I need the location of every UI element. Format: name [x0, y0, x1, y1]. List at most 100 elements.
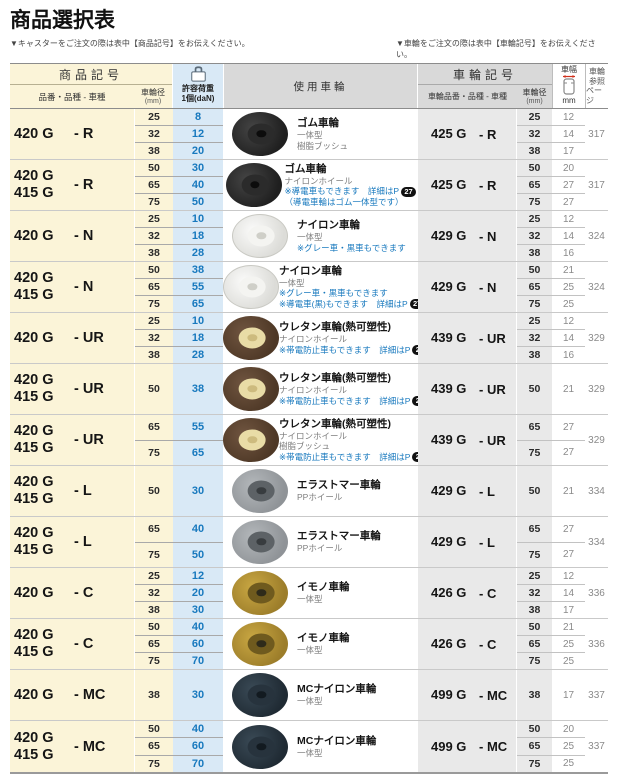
wheel-spec-line: 一体型 [297, 645, 323, 656]
reference-page: 324 [585, 262, 608, 312]
wheel-diameter-right-value: 25 [517, 109, 552, 126]
wheel-width-value: 27 [562, 196, 575, 208]
wheel-spec-line: ナイロンホイール [279, 334, 348, 344]
product-code: 420 G [14, 329, 54, 346]
wheel-width-value: 25 [552, 738, 585, 756]
wheel-description: MCナイロン車輪 一体型 [297, 683, 418, 707]
wheel-spec-line: 樹脂ブッシュ [297, 140, 349, 151]
table-body: 420 G- R 25 32 38 8 12 20 ゴム車輪 一体型 樹脂ブッシュ 425 G- R… [10, 109, 608, 774]
product-code: 415 G [14, 440, 54, 456]
reference-page: 337 [585, 721, 608, 772]
wheel-description: イモノ車輪 一体型 [297, 581, 418, 605]
wheel-diameter-value: 75 [148, 548, 160, 561]
table-header: 商品記号 品番・品種 - 車種 車輪径 (mm) 許容荷重 1個(daN) 使用… [10, 63, 608, 109]
product-code: 415 G [14, 491, 54, 507]
product-code-suffix: - N [74, 279, 94, 295]
load-capacity-value: 65 [191, 446, 205, 459]
wheel-note-line: ※導電車もできます 詳細はP 27 [285, 186, 416, 197]
wheel-code: 439 G [431, 381, 467, 396]
wheel-diameter-value: 32 [135, 228, 173, 245]
product-code-suffix: - MC [74, 738, 106, 755]
wheel-diameter-right-value: 65 [517, 415, 552, 441]
wheel-width-value: 14 [552, 585, 585, 602]
wheel-diameter-right-value: 38 [528, 145, 541, 157]
wheel-width-value: 12 [552, 313, 585, 330]
wheel-photo [223, 367, 279, 411]
wheel-diameter-right-value: 75 [528, 757, 541, 770]
wheel-note-line: （導電車輪はゴム一体型です） [285, 197, 416, 208]
wheel-diameter-right-value: 38 [528, 247, 541, 259]
wheel-diameter-right-value: 32 [517, 330, 552, 347]
wheel-spec-line: 樹脂ブッシュ [279, 441, 331, 452]
wheel-code-suffix: - C [479, 636, 497, 652]
load-capacity-value: 12 [173, 126, 223, 143]
load-capacity-value: 28 [191, 247, 205, 259]
wheel-axle [247, 283, 257, 291]
wheel-diameter-right-value: 25 [517, 211, 552, 228]
load-capacity-value: 30 [191, 689, 205, 701]
wheel-note-text: （導電車輪はゴム一体型です） [284, 196, 404, 207]
wheel-code-suffix: - R [479, 177, 497, 193]
order-note-caster: ▼キャスターをご注文の際は表中【商品記号】をお伝えください。 [10, 39, 250, 48]
wheel-spec-line: 一体型 [297, 696, 323, 707]
wheel-diameter-value: 50 [135, 262, 173, 279]
header-use-wheel: 使用車輪 [223, 64, 418, 108]
wheel-axle [256, 691, 266, 699]
wheel-width-value: 14 [552, 228, 585, 245]
wheel-name: ゴム車輪 [284, 162, 327, 175]
header-wheel-diameter-label: 車輪径 [141, 87, 165, 97]
wheel-name: MCナイロン車輪 [297, 683, 377, 696]
wheel-photo [232, 469, 288, 513]
product-code-suffix: - R [74, 126, 94, 142]
header-wheel-code: 車輪記号 [418, 64, 552, 85]
wheel-diameter-right-value: 50 [528, 485, 541, 497]
wheel-width-value: 25 [552, 279, 585, 296]
wheel-width-value: 25 [562, 655, 575, 667]
wheel-width-value: 12 [552, 109, 585, 126]
wheel-width-icon [563, 75, 575, 95]
wheel-code: 426 G [431, 585, 467, 600]
wheel-spec-line: 一体型 [297, 747, 323, 758]
wheel-code-suffix: - L [479, 483, 495, 499]
wheel-diameter-value: 75 [148, 196, 160, 208]
header-product-code-group: 商品記号 品番・品種 - 車種 車輪径 (mm) [10, 64, 173, 108]
table-row: 420 G 415 G - L 65 75 40 50 エラストマー車輪 PPホイール 429 G… [10, 517, 608, 568]
wheel-code-suffix: - L [479, 534, 495, 550]
wheel-photo [232, 622, 288, 666]
wheel-name: エラストマー車輪 [297, 479, 381, 492]
wheel-width-value: 27 [562, 549, 575, 561]
wheel-photo [232, 724, 288, 769]
wheel-code-suffix: - C [479, 585, 497, 601]
reference-page: 336 [585, 619, 608, 669]
header-product-sub: 品番・品種 - 車種 [38, 91, 106, 102]
wheel-diameter-right-value: 38 [528, 349, 541, 361]
wheel-axle [247, 334, 257, 342]
wheel-width-value: 16 [562, 349, 575, 361]
wheel-description: ゴム車輪 一体型 樹脂ブッシュ [297, 117, 418, 151]
wheel-description: ゴム車輪 ナイロンホイール ※導電車もできます 詳細はP 27 （導電車輪はゴム一体型で… [285, 163, 418, 208]
wheel-width-value: 17 [562, 145, 575, 157]
wheel-name: ウレタン車輪(熱可塑性) [279, 321, 391, 333]
table-row: 420 G 415 G- UR 65 75 55 65 ウレタン車輪(熱可塑性) ナイロンホイ… [10, 415, 608, 466]
table-row: 420 G- N 25 32 38 10 18 28 ナイロン車輪 一体型 ※グレー車・黒車もでき… [10, 211, 608, 262]
reference-page: 317 [585, 109, 608, 159]
wheel-diameter-value: 65 [135, 415, 173, 441]
wheel-photo [232, 673, 288, 717]
wheel-diameter-value: 32 [135, 126, 173, 143]
load-capacity-value: 30 [191, 485, 205, 497]
load-capacity-value: 30 [191, 604, 205, 616]
wheel-note-text: ※帯電防止車もできます 詳細はP [279, 451, 411, 462]
wheel-code-suffix: - MC [479, 687, 508, 703]
wheel-diameter-right-value: 65 [517, 177, 552, 194]
wheel-diameter-value: 38 [148, 604, 160, 616]
table-row: 420 G - MC 38 30 MCナイロン車輪 一体型 499 G - MC 38 17 337 [10, 670, 608, 721]
load-capacity-value: 28 [191, 349, 205, 361]
load-capacity-value: 60 [173, 636, 223, 653]
wheel-diameter-value: 65 [135, 636, 173, 653]
product-code: 415 G [14, 542, 54, 558]
wheel-description: ナイロン車輪 一体型 ※グレー車・黒車もできます [297, 219, 418, 253]
